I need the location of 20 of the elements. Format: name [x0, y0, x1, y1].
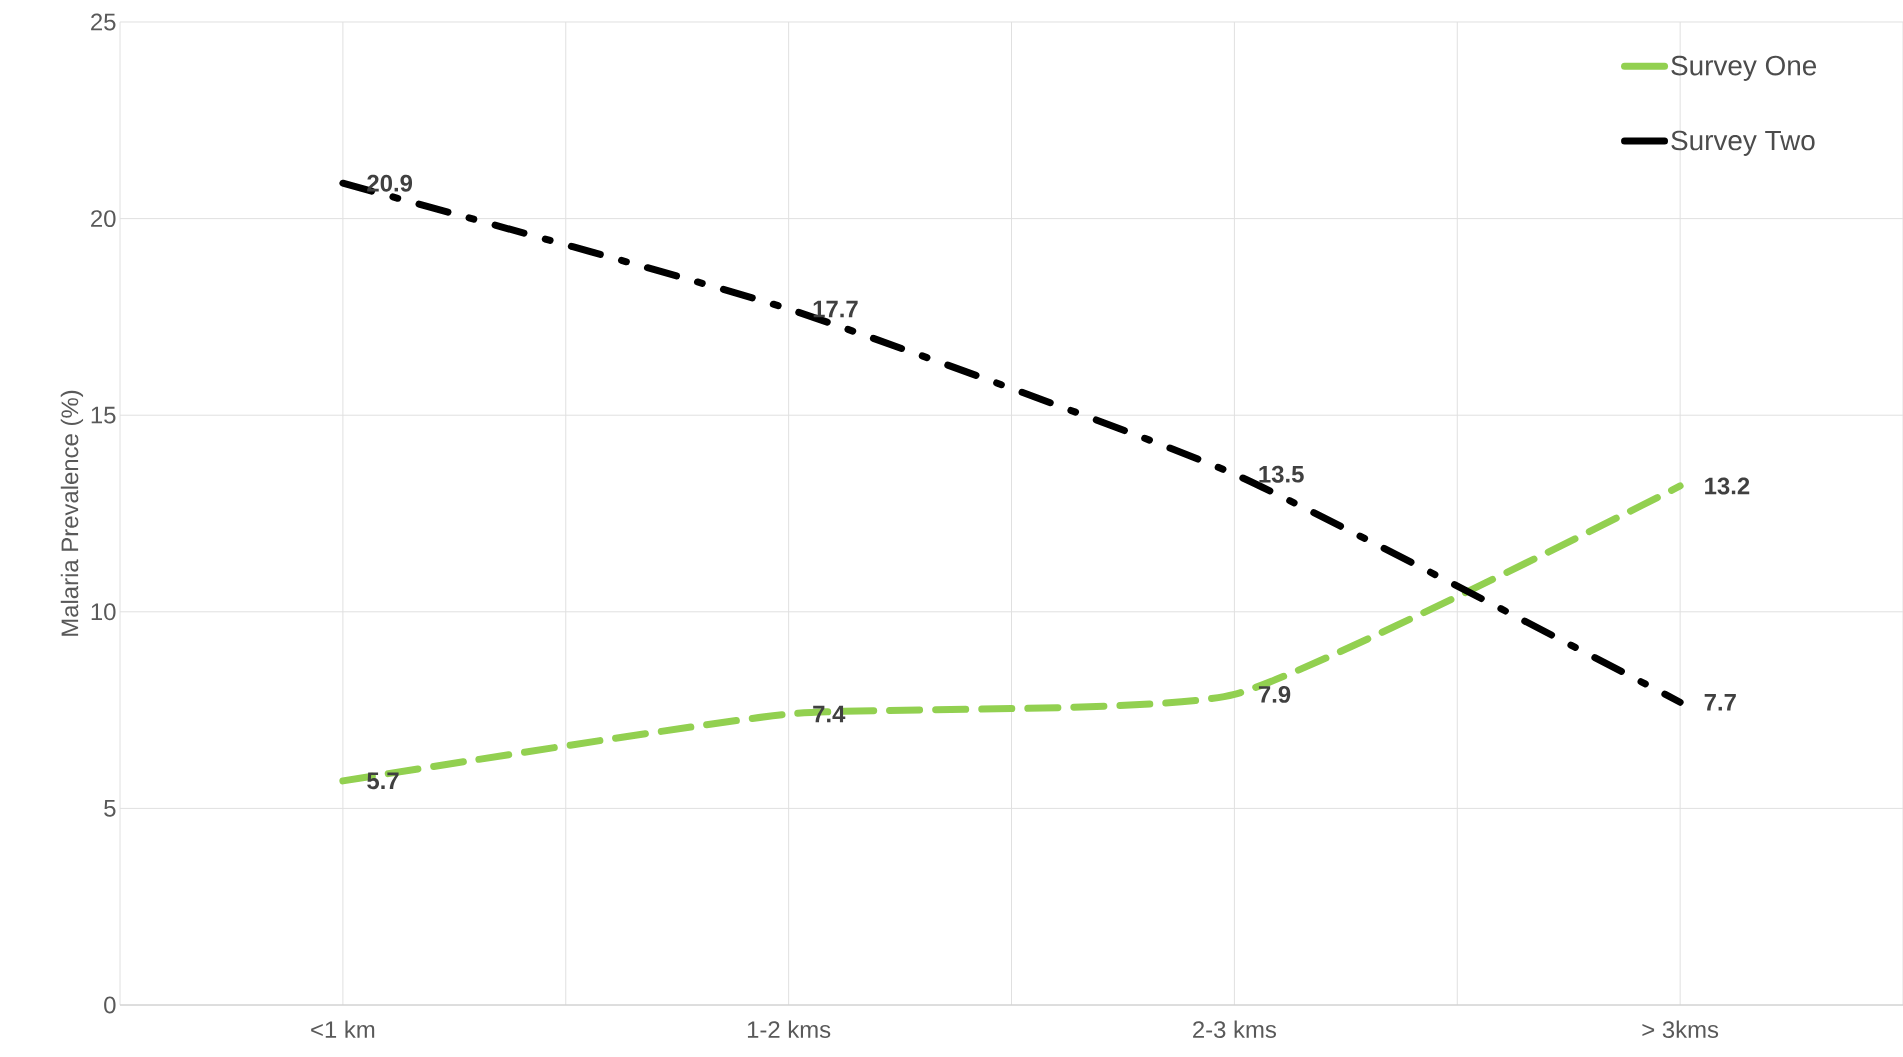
y-tick-label: 20	[91, 210, 116, 228]
x-tick-label: <1 km	[311, 1020, 375, 1038]
data-label: 20.9	[367, 174, 413, 192]
x-tick-label: > 3kms	[1642, 1020, 1719, 1039]
x-tick-label: 1-2 kms	[747, 1020, 831, 1039]
data-label: 7.9	[1258, 685, 1291, 703]
data-label: 13.5	[1259, 465, 1304, 483]
data-label: 17.7	[813, 300, 858, 318]
data-label: 13.2	[1705, 477, 1750, 495]
data-label: 5.7	[367, 772, 399, 790]
y-tick-label: 5	[104, 800, 116, 817]
x-tick-label: 2-3 kms	[1193, 1020, 1277, 1039]
legend-label: Survey One	[1671, 55, 1817, 81]
legend-label: Survey Two	[1671, 130, 1815, 156]
y-axis-title: Malaria Prevalence (%)	[60, 390, 84, 636]
y-tick-label: 25	[91, 13, 116, 31]
data-label: 7.7	[1704, 694, 1736, 711]
y-tick-label: 0	[104, 996, 116, 1014]
y-tick-label: 10	[91, 603, 116, 621]
y-tick-label: 15	[91, 406, 116, 424]
